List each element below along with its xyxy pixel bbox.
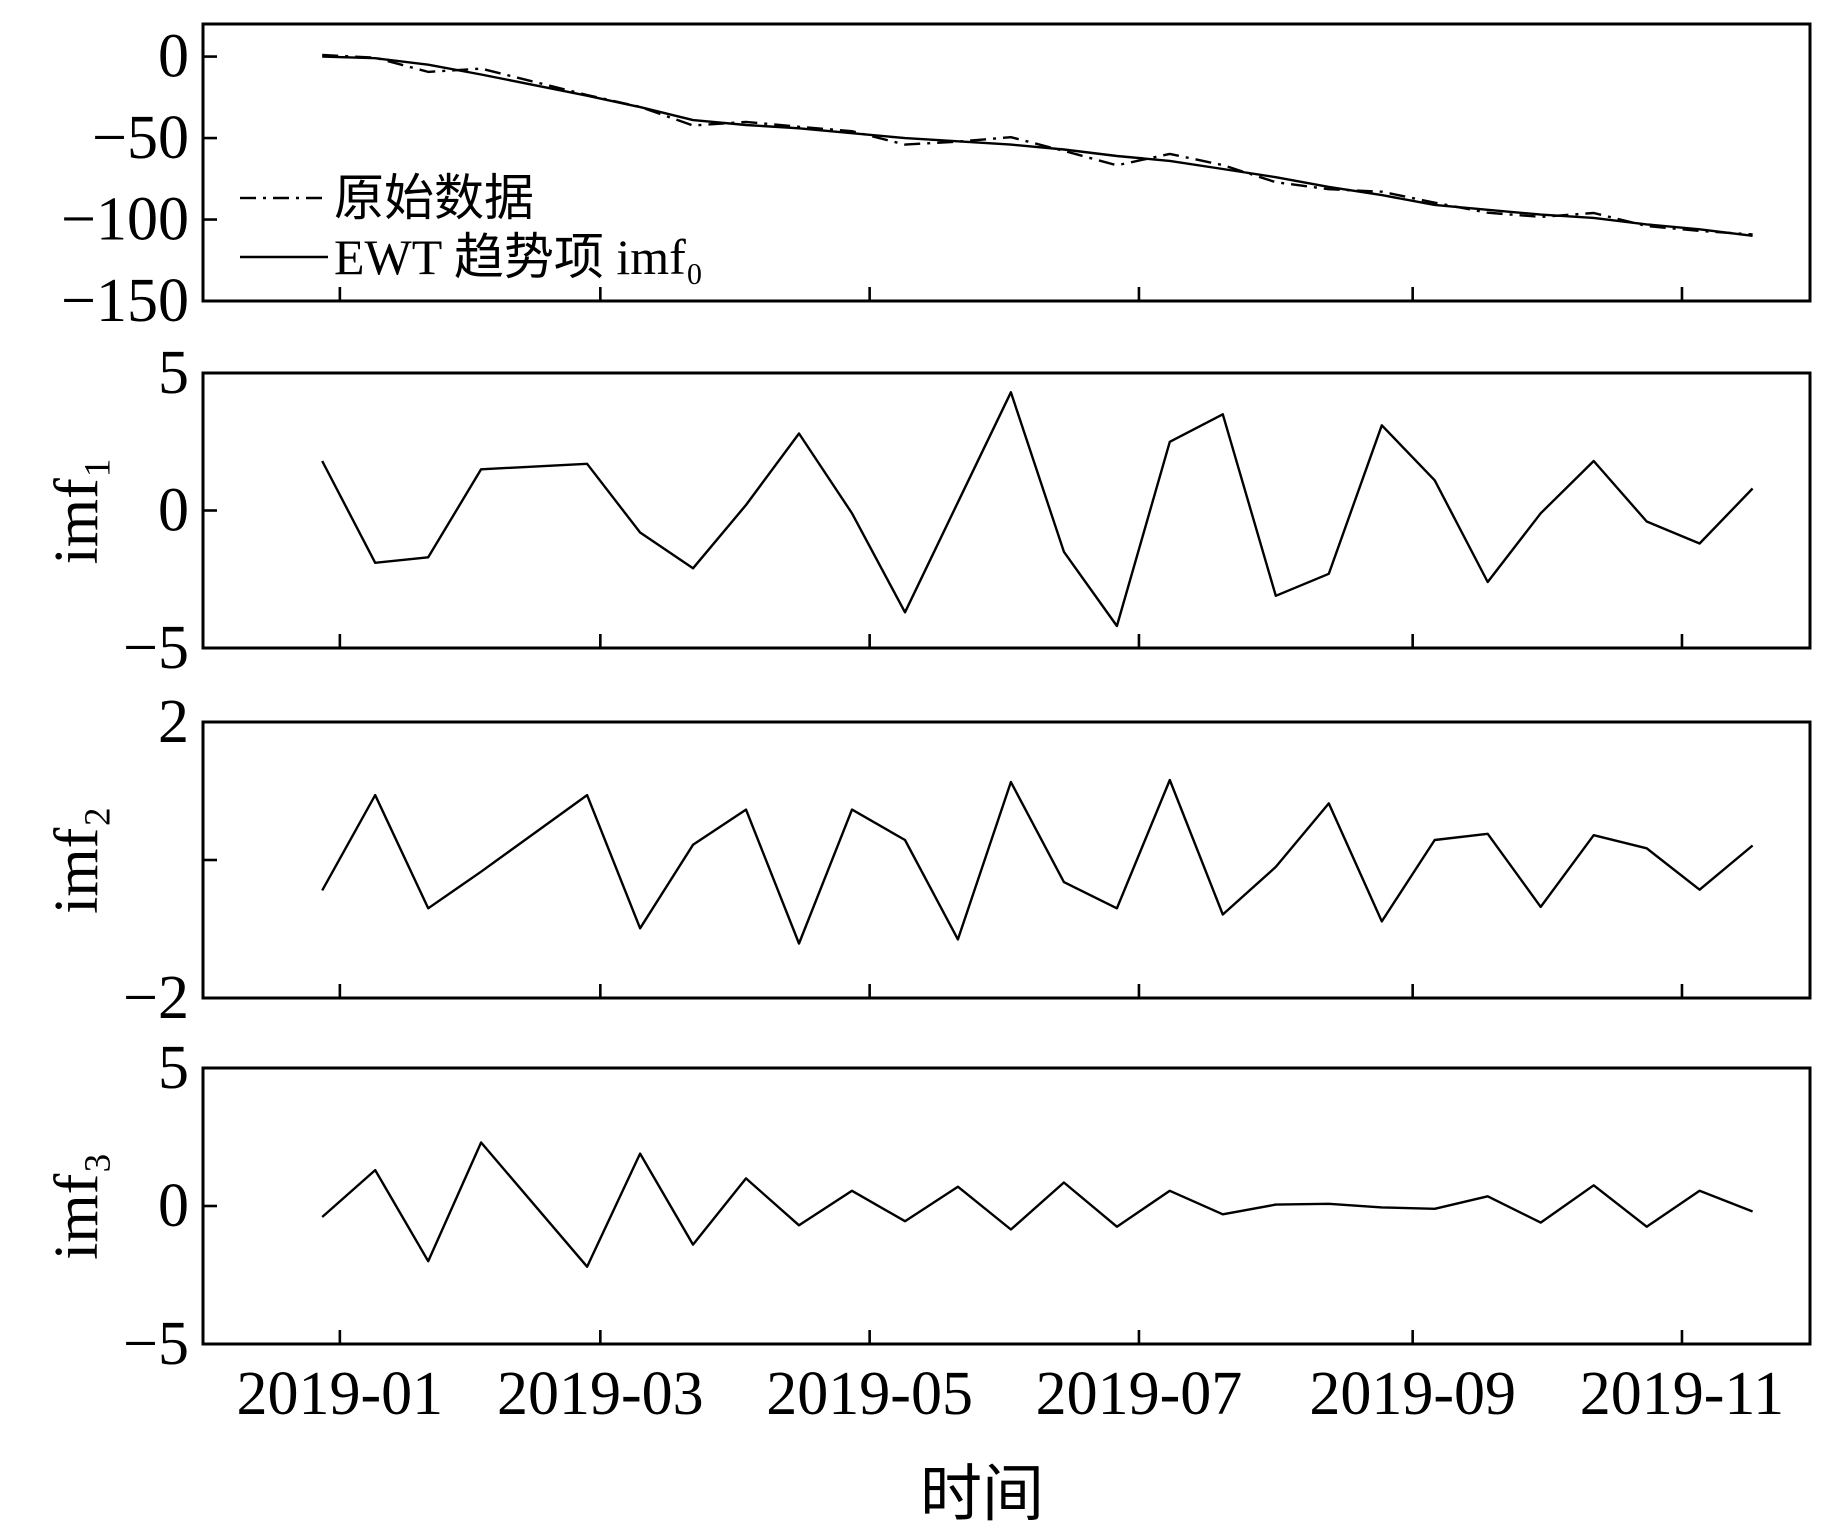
legend-label-1: 原始数据 bbox=[334, 170, 534, 226]
subplot-1-series-2-line bbox=[322, 55, 1753, 237]
subplot-3-ytick-label: 2 bbox=[158, 688, 189, 756]
subplot-4-xtick-label: 2019-07 bbox=[1036, 1360, 1243, 1428]
subplot-4-ytick-label: −5 bbox=[123, 1310, 189, 1378]
x-axis-label: 时间 bbox=[920, 1461, 1044, 1529]
subplot-3-series-1-line bbox=[321, 778, 1754, 945]
subplot-3-ylabel: imf₂ bbox=[43, 806, 111, 914]
subplot-2-ytick-label: −5 bbox=[123, 614, 189, 682]
subplot-2-series-1-line bbox=[321, 391, 1754, 628]
subplot-1-ytick-label: 0 bbox=[158, 23, 189, 91]
subplot-4-xtick-label: 2019-11 bbox=[1580, 1360, 1784, 1428]
subplot-2-ytick-label: 5 bbox=[158, 339, 189, 407]
subplot-4-ytick-label: 5 bbox=[158, 1034, 189, 1102]
subplot-4-ylabel: imf₃ bbox=[43, 1152, 111, 1260]
subplot-4: 5 0 −5 2019-01 2019-03 2019-05 2019-07 2019-09 2… bbox=[43, 1034, 1812, 1529]
subplot-4-xtick-label: 2019-09 bbox=[1309, 1360, 1516, 1428]
subplot-1-axes-frame bbox=[201, 22, 1812, 303]
subplot-1-ytick-label: −100 bbox=[61, 186, 189, 254]
subplot-4-series-1-line bbox=[321, 1141, 1754, 1268]
subplot-1-ytick-label: −50 bbox=[92, 104, 189, 172]
subplot-1-ytick-label: −150 bbox=[61, 267, 189, 335]
subplot-4-xtick-label: 2019-01 bbox=[237, 1360, 444, 1428]
subplot-4-xtick-label: 2019-03 bbox=[497, 1360, 704, 1428]
subplot-4-ytick-label: 0 bbox=[158, 1172, 189, 1240]
legend-label-2: EWT 趋势项 imf₀ bbox=[334, 229, 703, 285]
subplot-3-ytick-label: −2 bbox=[123, 964, 189, 1032]
subplot-2-ytick-label: 0 bbox=[158, 477, 189, 545]
subplot-2-ylabel: imf₁ bbox=[43, 457, 111, 565]
subplot-4-xtick-label: 2019-05 bbox=[766, 1360, 973, 1428]
